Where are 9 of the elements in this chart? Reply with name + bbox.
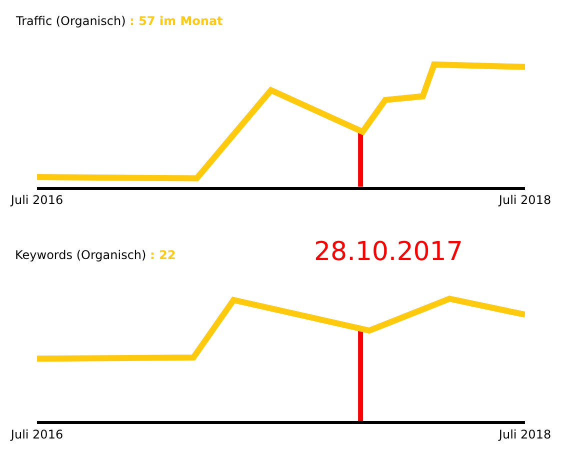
chart-subtitle: : 57 im Monat [130,14,224,28]
x-tick-label: Juli 2018 [498,193,552,208]
x-tick-label: Juli 2016 [10,427,64,442]
chart-title: Traffic (Organisch) [16,14,126,28]
ref-line-label: 28.10.2017 [314,237,463,267]
x-tick-label: Juli 2016 [10,193,64,208]
chart-title: Keywords (Organisch) [15,248,146,262]
x-tick-label: Juli 2018 [498,427,552,442]
chart-subtitle: : 22 [150,248,176,262]
